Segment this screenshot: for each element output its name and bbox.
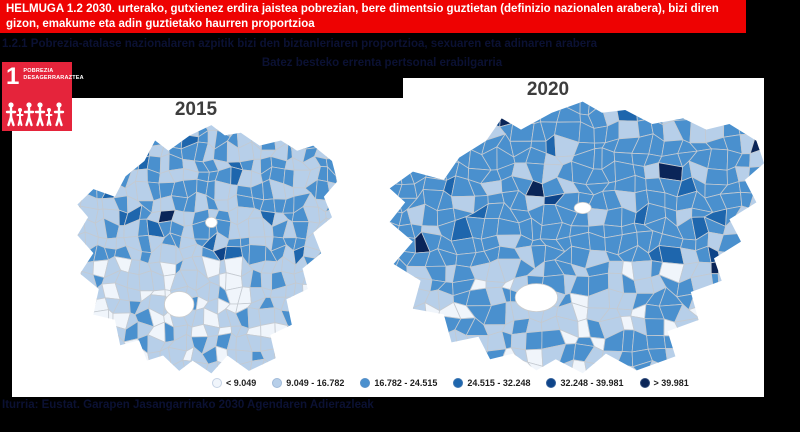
legend-swatch-icon	[639, 378, 650, 388]
legend-swatch-icon	[546, 378, 557, 388]
map-subtitle: Batez besteko errenta pertsonal erabilga…	[261, 57, 503, 69]
legend-item: > 39.981	[639, 378, 689, 388]
map-year-2020: 2020	[526, 79, 570, 100]
legend-item: 9.049 - 16.782	[272, 378, 344, 388]
legend-item: 24.515 - 32.248	[453, 378, 530, 388]
map-year-2015: 2015	[174, 99, 218, 120]
legend-swatch-icon	[212, 378, 222, 388]
family-pictogram-icon	[5, 102, 65, 127]
choropleth-map-2015	[77, 125, 338, 374]
map-legend: < 9.049 9.049 - 16.782 16.782 - 24.515 2…	[212, 375, 689, 391]
legend-item: 32.248 - 39.981	[546, 378, 624, 388]
goal-banner: HELMUGA 1.2 2030. urterako, gutxienez er…	[0, 0, 746, 33]
sdg-goal-label: POBREZIA DESAGERRARAZTEA	[23, 68, 84, 82]
legend-item: 16.782 - 24.515	[360, 378, 437, 388]
choropleth-map-2020	[389, 101, 765, 374]
panel-top-black-strip	[12, 78, 403, 98]
indicator-title: 1.2.1 Pobrezia-atalase nazionalaren azpi…	[2, 38, 598, 50]
legend-item: < 9.049	[212, 378, 256, 388]
legend-swatch-icon	[453, 378, 464, 388]
sdg-goal-number: 1	[6, 63, 20, 90]
source-note: Iturria: Eustat. Garapen Jasangarrirako …	[2, 399, 374, 411]
legend-swatch-icon	[272, 378, 283, 388]
sdg-goal1-icon: 1 POBREZIA DESAGERRARAZTEA	[2, 62, 84, 131]
legend-swatch-icon	[360, 378, 371, 388]
